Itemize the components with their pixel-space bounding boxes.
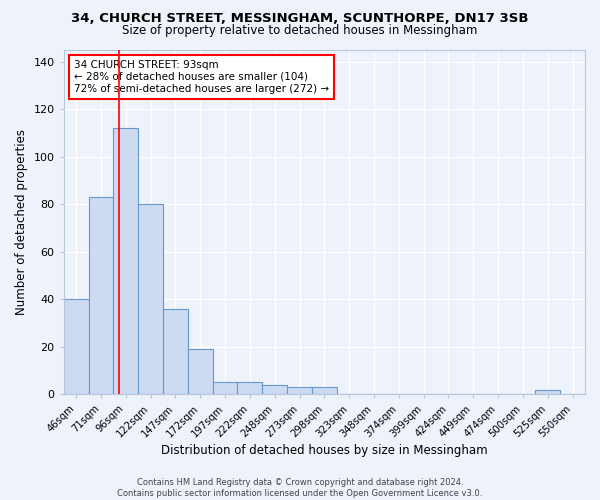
Bar — [212, 382, 238, 394]
Bar — [188, 349, 212, 395]
Bar — [535, 390, 560, 394]
Bar — [262, 385, 287, 394]
Text: 34 CHURCH STREET: 93sqm
← 28% of detached houses are smaller (104)
72% of semi-d: 34 CHURCH STREET: 93sqm ← 28% of detache… — [74, 60, 329, 94]
Bar — [138, 204, 163, 394]
Text: 34, CHURCH STREET, MESSINGHAM, SCUNTHORPE, DN17 3SB: 34, CHURCH STREET, MESSINGHAM, SCUNTHORP… — [71, 12, 529, 26]
Bar — [64, 300, 89, 394]
Bar — [89, 197, 113, 394]
Text: Contains HM Land Registry data © Crown copyright and database right 2024.
Contai: Contains HM Land Registry data © Crown c… — [118, 478, 482, 498]
Bar — [238, 382, 262, 394]
Bar — [163, 309, 188, 394]
Text: Size of property relative to detached houses in Messingham: Size of property relative to detached ho… — [122, 24, 478, 37]
Bar — [113, 128, 138, 394]
Y-axis label: Number of detached properties: Number of detached properties — [15, 129, 28, 315]
Bar — [287, 387, 312, 394]
Bar — [312, 387, 337, 394]
X-axis label: Distribution of detached houses by size in Messingham: Distribution of detached houses by size … — [161, 444, 488, 458]
